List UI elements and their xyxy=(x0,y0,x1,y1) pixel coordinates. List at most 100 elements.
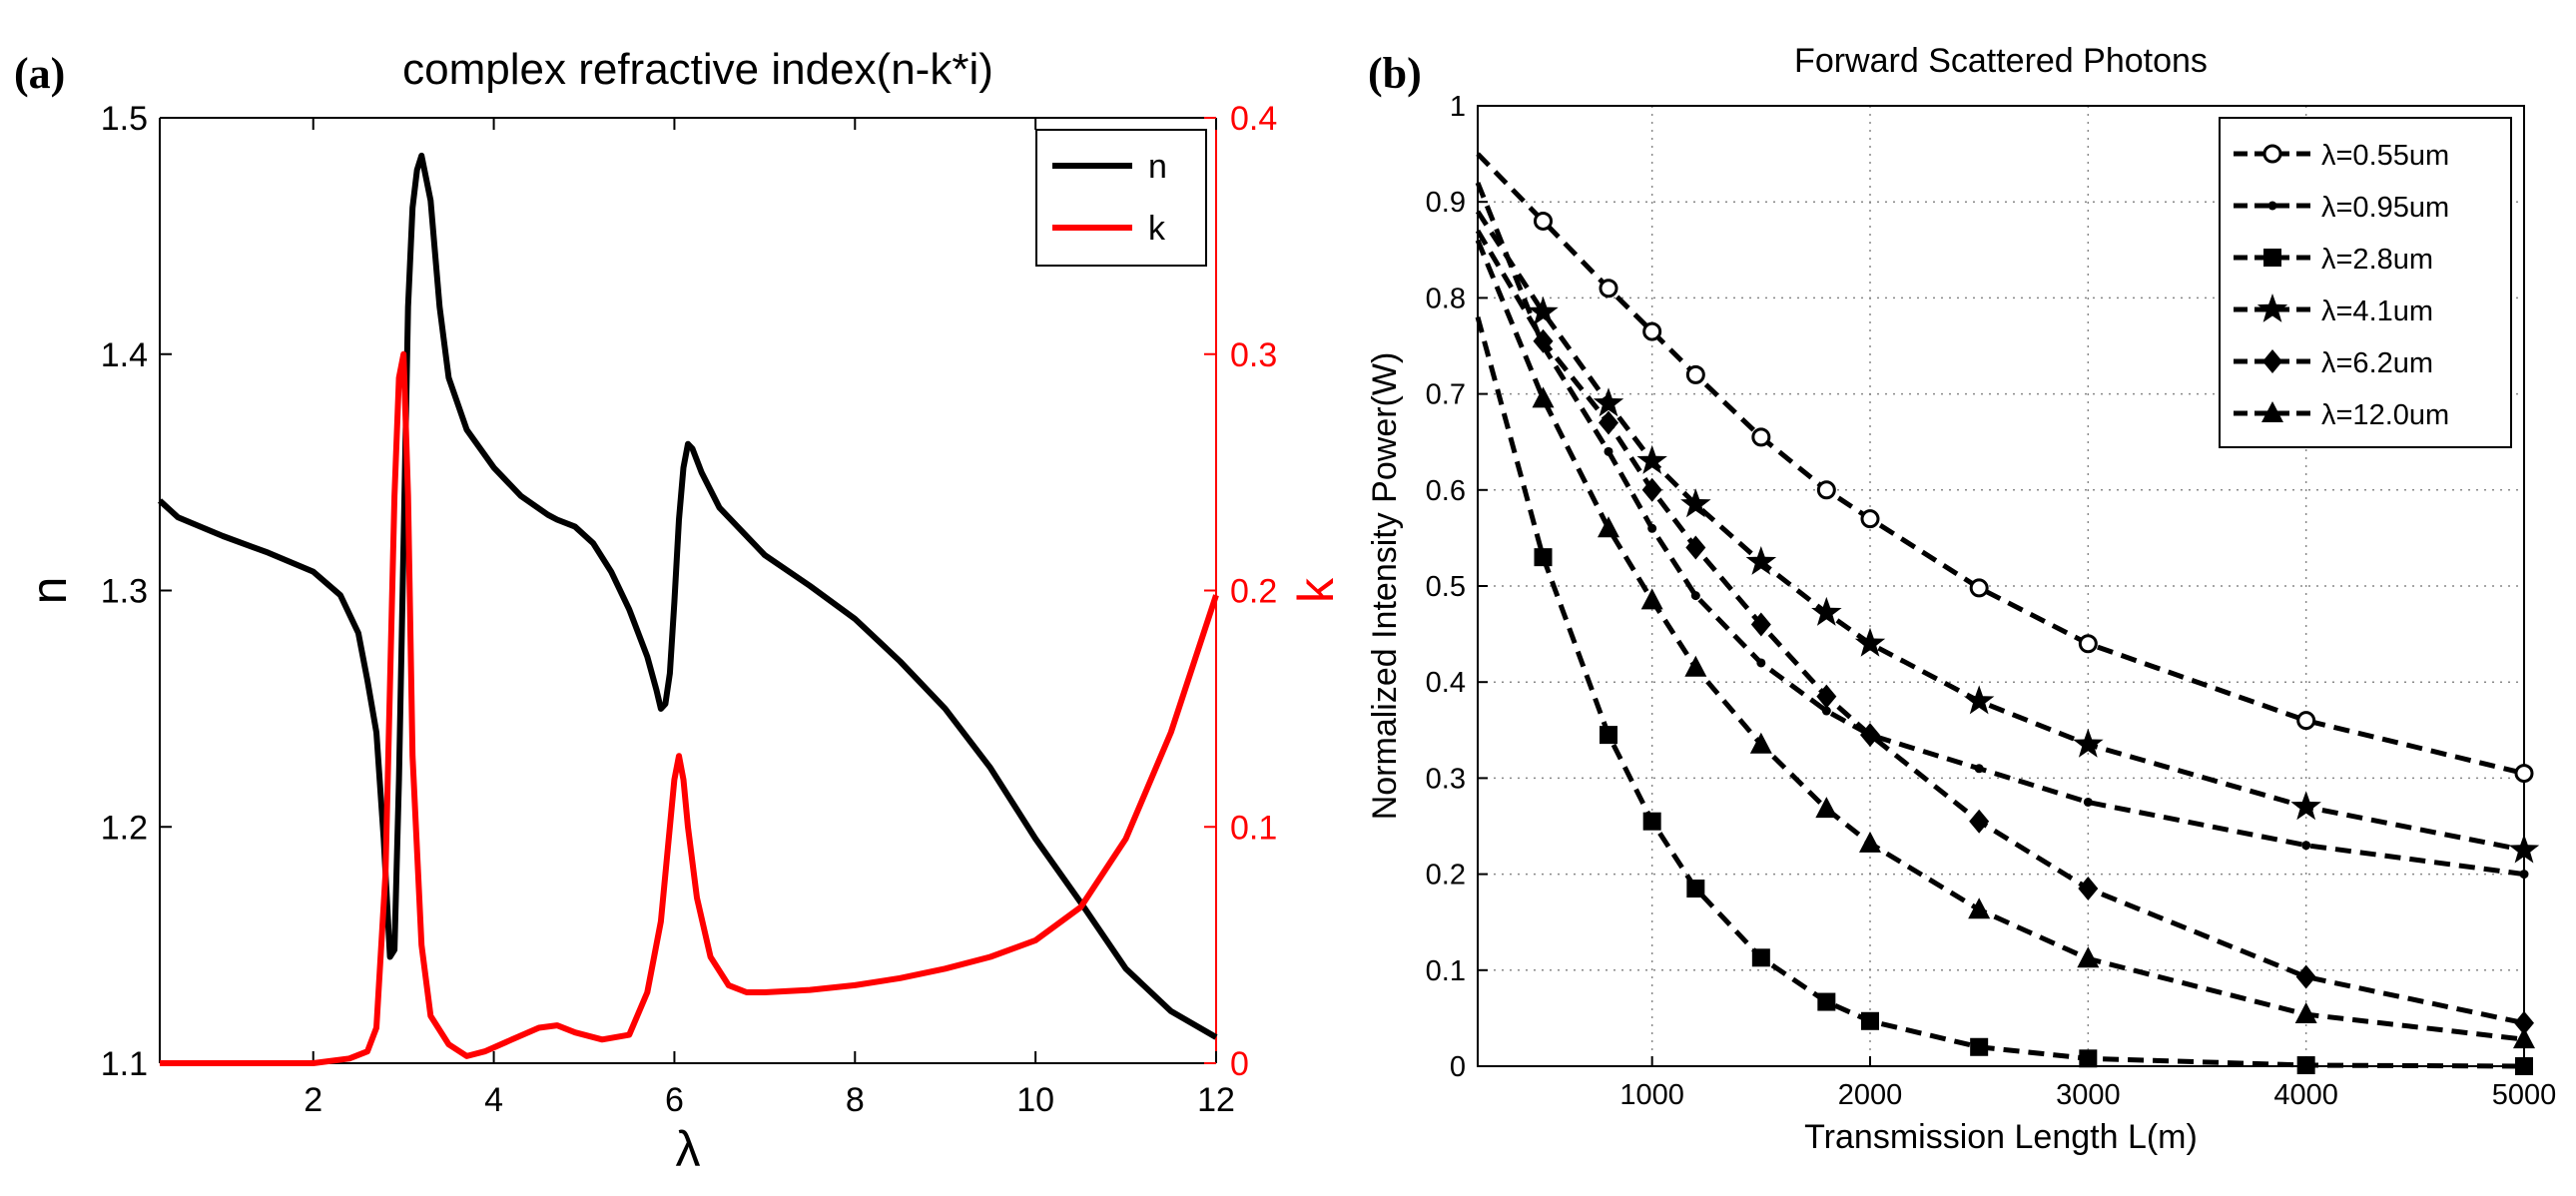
legend-marker-1 xyxy=(2262,144,2282,164)
series-marker-4 xyxy=(1528,296,1559,325)
y-tick-label: 0.2 xyxy=(1426,860,1466,892)
x-tick-label: 6 xyxy=(665,1081,684,1119)
series-marker-5 xyxy=(1685,535,1706,560)
y-tick-label: 0 xyxy=(1450,1051,1466,1083)
legend-box xyxy=(2219,117,2512,448)
series-line-2 xyxy=(1475,182,2525,878)
series-marker-1 xyxy=(1860,509,1880,529)
y-tick-label: 0.3 xyxy=(1426,763,1466,795)
x-tick-label: 4000 xyxy=(2273,1079,2338,1111)
x-tick-label: 1000 xyxy=(1619,1079,1684,1111)
series-marker-2 xyxy=(1604,446,1613,456)
y-tick-label: 1 xyxy=(1450,91,1466,123)
series-marker-3 xyxy=(2296,1056,2315,1075)
x-axis-label: λ xyxy=(676,1121,701,1177)
series-marker-1 xyxy=(1534,211,1553,231)
legend-label-n: n xyxy=(1148,148,1167,186)
series-marker-5 xyxy=(1750,612,1771,637)
series-marker-1 xyxy=(1685,364,1705,384)
x-tick-label: 2 xyxy=(304,1081,322,1119)
series-marker-1 xyxy=(2078,634,2098,654)
series-marker-3 xyxy=(2515,1057,2533,1075)
y2-tick-label: 0.3 xyxy=(1230,336,1277,374)
y2-tick-label: 0.1 xyxy=(1230,809,1277,847)
legend-marker-5 xyxy=(2262,349,2282,373)
series-marker-5 xyxy=(1533,328,1554,353)
y-tick-label: 1.4 xyxy=(101,336,148,374)
series-marker-1 xyxy=(1969,578,1989,598)
series-marker-2 xyxy=(2301,841,2311,851)
series-marker-5 xyxy=(1599,410,1618,435)
series-marker-3 xyxy=(2079,1049,2098,1068)
y2-tick-label: 0.4 xyxy=(1230,100,1277,138)
series-line-6 xyxy=(1475,239,2525,1042)
legend-label-6: λ=12.0um xyxy=(2321,399,2449,431)
series-marker-2 xyxy=(2519,870,2529,880)
series-marker-4 xyxy=(2073,728,2104,758)
y-tick-label: 0.6 xyxy=(1426,475,1466,507)
series-marker-2 xyxy=(1756,658,1766,668)
y-tick-label: 0.9 xyxy=(1426,187,1466,219)
y-axis-label: Normalized Intensity Power(W) xyxy=(1366,352,1404,821)
series-marker-6 xyxy=(1598,516,1619,538)
series-marker-1 xyxy=(1642,321,1662,341)
series-marker-3 xyxy=(1970,1037,1989,1056)
series-marker-4 xyxy=(1854,627,1886,657)
legend-label-2: λ=0.95um xyxy=(2321,192,2449,224)
series-marker-6 xyxy=(1968,897,1991,919)
legend-label-1: λ=0.55um xyxy=(2321,140,2449,172)
y-tick-label: 0.4 xyxy=(1426,667,1466,699)
series-marker-5 xyxy=(1860,723,1880,748)
series-marker-6 xyxy=(2294,1002,2317,1024)
series-marker-5 xyxy=(2514,1010,2534,1035)
series-marker-6 xyxy=(2513,1027,2535,1049)
series-marker-6 xyxy=(2077,946,2100,968)
legend-label-k: k xyxy=(1148,210,1166,248)
series-marker-3 xyxy=(1751,948,1770,967)
series-marker-4 xyxy=(1811,596,1842,626)
series-marker-3 xyxy=(1534,548,1553,567)
series-marker-6 xyxy=(1532,386,1555,408)
legend-marker-4 xyxy=(2256,294,2288,322)
series-marker-1 xyxy=(1816,480,1836,500)
panel-label-b: (b) xyxy=(1368,49,1422,98)
y-tick-label: 1.5 xyxy=(101,100,148,138)
chart-refractive-index: 2 4 6 8 10 12 1.1 1.2 1.3 1.4 1.5 0 0.1 0.2 0.3 0.4 comp… xyxy=(21,45,1344,1177)
series-line-5 xyxy=(1475,229,2525,1026)
series-marker-5 xyxy=(1641,477,1662,502)
series-line-3 xyxy=(1475,315,2525,1069)
series-marker-3 xyxy=(1817,992,1836,1011)
y-tick-label: 0.5 xyxy=(1426,571,1466,603)
series-marker-2 xyxy=(1974,764,1984,774)
series-marker-5 xyxy=(2078,877,2099,901)
series-marker-6 xyxy=(1859,831,1881,853)
x-tick-label: 5000 xyxy=(2492,1079,2557,1111)
series-marker-1 xyxy=(2514,764,2534,784)
series-marker-5 xyxy=(1969,809,1990,834)
y2-tick-label: 0 xyxy=(1230,1045,1249,1083)
series-marker-4 xyxy=(1680,488,1711,518)
legend-label-5: λ=6.2um xyxy=(2321,347,2433,379)
legend-marker-3 xyxy=(2263,249,2281,267)
y-tick-label: 1.3 xyxy=(101,573,148,611)
chart-title: complex refractive index(n-k*i) xyxy=(402,45,993,94)
y-tick-label: 0.8 xyxy=(1426,283,1466,314)
legend-box xyxy=(1035,129,1207,267)
series-marker-6 xyxy=(1640,588,1663,610)
series-marker-3 xyxy=(1861,1011,1879,1030)
series-marker-1 xyxy=(1751,427,1771,447)
x-axis-label: Transmission Length L(m) xyxy=(1804,1118,2198,1156)
series-line-k xyxy=(160,350,1219,1066)
series-marker-3 xyxy=(1686,880,1705,898)
y-tick-label: 1.2 xyxy=(101,809,148,847)
series-line-n xyxy=(157,152,1218,1040)
x-tick-label: 3000 xyxy=(2056,1079,2121,1111)
series-marker-4 xyxy=(1636,444,1667,474)
y-tick-label: 1.1 xyxy=(101,1045,148,1083)
series-marker-2 xyxy=(1821,706,1831,716)
y-tick-label: 0.7 xyxy=(1426,379,1466,411)
legend-label-3: λ=2.8um xyxy=(2321,244,2433,276)
legend-marker-6 xyxy=(2261,401,2283,422)
panel-label-a: (a) xyxy=(14,49,66,98)
